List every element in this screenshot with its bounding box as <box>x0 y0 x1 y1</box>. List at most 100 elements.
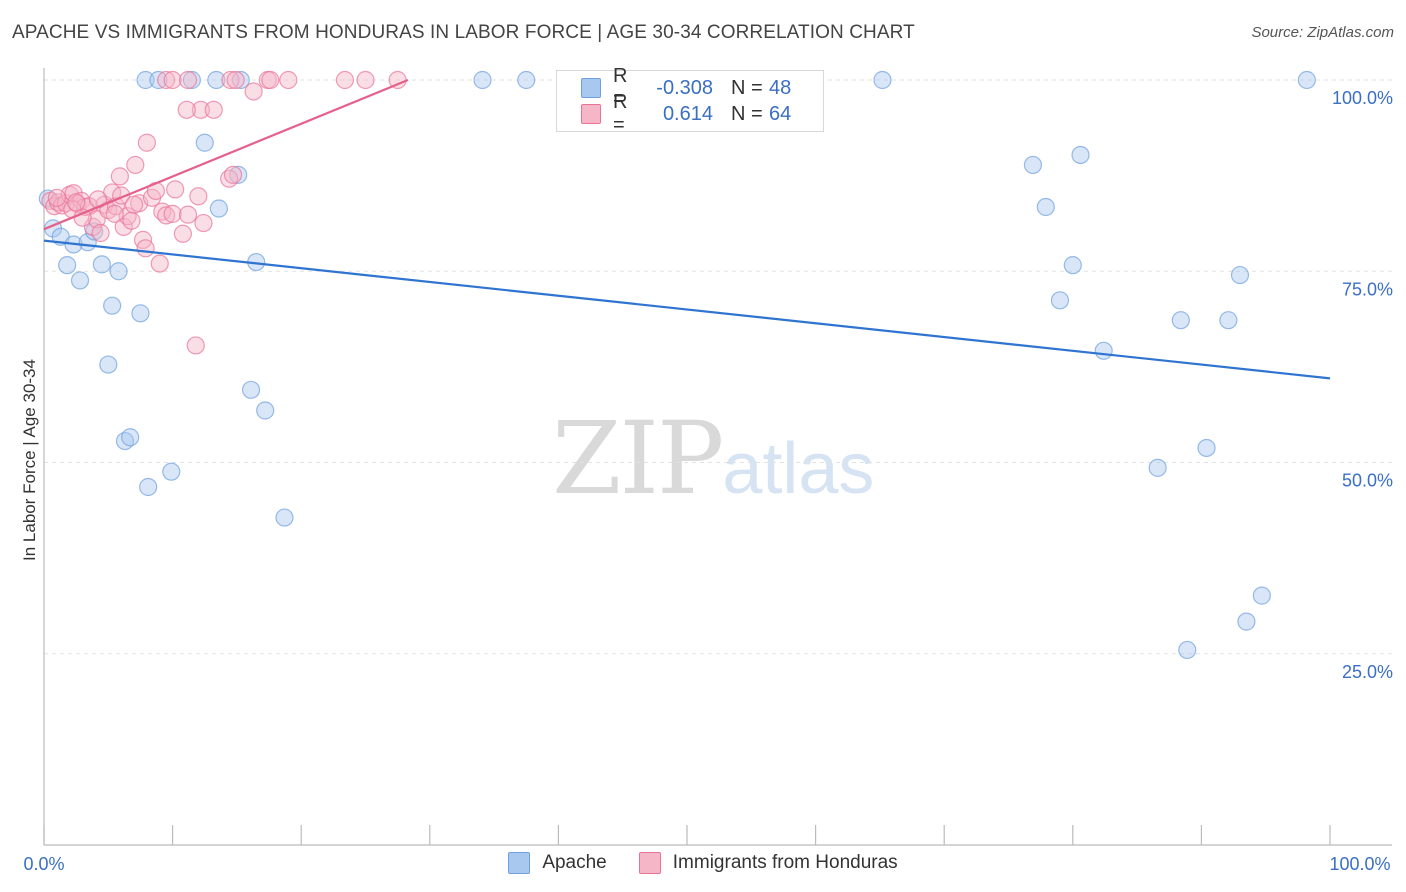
apache-point <box>136 70 155 90</box>
honduras-point <box>186 336 205 355</box>
apache-point <box>209 199 228 218</box>
honduras-point <box>91 223 110 243</box>
honduras-point <box>166 180 185 199</box>
apache-point <box>1252 586 1271 605</box>
axes <box>43 68 1392 846</box>
honduras-point <box>124 195 144 214</box>
honduras-point <box>178 70 198 90</box>
apache-point <box>162 462 181 481</box>
series-legend: Apache Immigrants from Honduras <box>0 852 1406 874</box>
y-tick-label: 75.0% <box>1342 279 1393 299</box>
apache-point <box>121 428 140 447</box>
gridlines <box>44 79 1392 655</box>
apache-point <box>70 271 90 290</box>
watermark-zip: ZIP <box>552 400 724 517</box>
legend-item-honduras: Immigrants from Honduras <box>638 852 898 874</box>
honduras-point <box>189 187 208 206</box>
apache-point <box>1071 145 1090 165</box>
source-credit: Source: ZipAtlas.com <box>1251 24 1394 41</box>
honduras-point <box>163 70 182 90</box>
apache-point <box>103 296 122 315</box>
legend-n-label: N = <box>731 76 763 99</box>
apache-point <box>139 477 158 497</box>
honduras-point <box>157 206 176 225</box>
x-tick-label: 100.0% <box>1329 854 1390 874</box>
legend-n-value: 64 <box>769 102 792 125</box>
apache-point <box>231 70 250 90</box>
honduras-point <box>163 204 182 223</box>
honduras-point <box>177 100 196 119</box>
honduras-point <box>67 193 86 212</box>
honduras-point <box>261 70 280 90</box>
apache-trend-line <box>43 239 1331 380</box>
legend-r-label: R = <box>613 91 628 136</box>
apache-point <box>873 70 892 90</box>
apache-point <box>195 133 214 152</box>
apache-point <box>1063 256 1082 275</box>
apache-point <box>241 380 261 399</box>
legend-row-apache: R = -0.308 N = 48 <box>581 65 792 110</box>
honduras-point <box>223 165 243 184</box>
honduras-point <box>335 70 355 90</box>
tick-labels: 25.0% 50.0% 75.0% 100.0% 0.0% 100.0% <box>23 88 1393 874</box>
trend-lines <box>43 78 1331 380</box>
apache-point <box>58 256 77 275</box>
apache-point <box>229 165 248 184</box>
legend-n-value: 48 <box>769 76 792 99</box>
honduras-point <box>173 224 192 243</box>
watermark-atlas: atlas <box>722 429 875 509</box>
apache-point <box>1023 155 1043 175</box>
apache-point <box>275 508 294 527</box>
apache-point <box>131 304 150 323</box>
honduras-point <box>279 70 298 90</box>
honduras-point <box>356 70 375 90</box>
legend-r-value: 0.614 <box>662 102 713 125</box>
apache-point <box>256 401 275 420</box>
honduras-point <box>150 254 169 273</box>
honduras-point <box>136 239 155 258</box>
correlation-legend: R = -0.308 N = 48 R = 0.614 N = 64 <box>556 65 824 136</box>
apache-point <box>92 255 111 274</box>
legend-r-label: R = <box>613 65 628 110</box>
y-tick-label: 100.0% <box>1332 88 1393 108</box>
y-tick-label: 50.0% <box>1342 471 1393 491</box>
honduras-point <box>157 70 176 90</box>
apache-point <box>1094 341 1113 360</box>
apache-point <box>207 70 226 90</box>
honduras-point <box>226 70 245 90</box>
apache-points <box>38 70 1316 660</box>
legend-n-label: N = <box>731 102 763 125</box>
apache-point <box>1197 438 1216 458</box>
apache-point <box>517 70 536 90</box>
honduras-point <box>221 70 240 90</box>
apache-point <box>1237 612 1256 631</box>
legend-label-honduras: Immigrants from Honduras <box>672 852 898 873</box>
legend-label-apache: Apache <box>542 852 607 873</box>
honduras-point <box>47 188 66 207</box>
apache-point <box>1178 640 1197 660</box>
honduras-point <box>110 167 129 186</box>
apache-point <box>109 262 128 281</box>
apache-point <box>1050 291 1070 310</box>
honduras-trend-line <box>43 78 409 231</box>
honduras-point <box>178 205 198 224</box>
apache-point <box>99 355 118 374</box>
chart-title: APACHE VS IMMIGRANTS FROM HONDURAS IN LA… <box>12 22 915 43</box>
legend-swatch-honduras <box>581 104 601 124</box>
honduras-point <box>126 155 145 175</box>
honduras-point <box>137 133 156 152</box>
apache-point <box>473 70 492 90</box>
honduras-point <box>194 213 213 233</box>
apache-point <box>1171 311 1190 330</box>
watermark: ZIPatlas <box>552 400 874 517</box>
honduras-point <box>122 211 141 230</box>
apache-point <box>149 70 168 90</box>
apache-point <box>1148 458 1167 477</box>
legend-item-apache: Apache <box>508 852 607 874</box>
legend-swatch-apache <box>508 852 531 874</box>
apache-point <box>1230 265 1250 285</box>
honduras-point <box>244 82 263 101</box>
x-tick-label: 0.0% <box>23 854 64 874</box>
legend-swatch-apache <box>581 78 601 98</box>
